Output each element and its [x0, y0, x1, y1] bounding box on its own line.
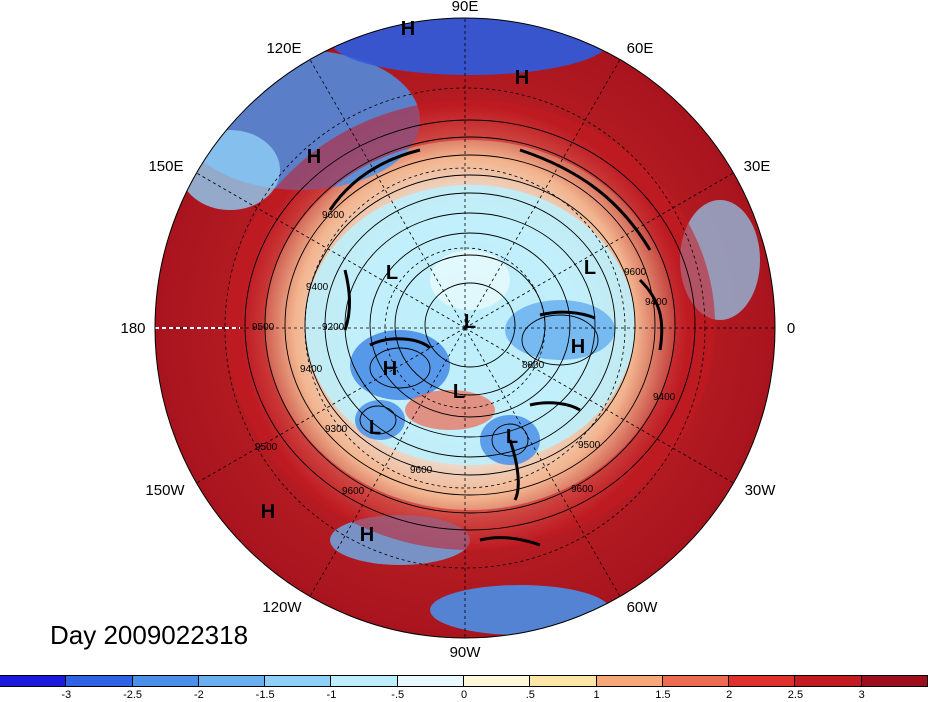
longitude-label: 60W: [627, 599, 659, 616]
colorbar-tick-label: 2.5: [787, 689, 804, 701]
colorbar-box: [729, 676, 796, 686]
colorbar-boxes: [0, 675, 928, 687]
colorbar-tick-label: -2.5: [123, 689, 143, 701]
meridian-line: [309, 59, 466, 329]
colorbar-box: [132, 676, 199, 686]
high-pressure-marker: H: [261, 501, 275, 523]
colorbar-tick-label: -1.5: [255, 689, 275, 701]
map-boundary: [154, 17, 776, 639]
high-pressure-marker: H: [360, 524, 374, 546]
graticule: [155, 18, 775, 638]
contour-label: 9400: [645, 297, 668, 308]
colorbar-box: [795, 676, 862, 686]
low-pressure-marker: L: [453, 381, 465, 403]
colorbar-box: [662, 676, 730, 686]
contour-label: 9600: [624, 267, 647, 278]
low-pressure-marker: L: [584, 257, 596, 279]
colorbar-tick-label: -.5: [391, 689, 405, 701]
longitude-label: 0: [787, 320, 795, 337]
meridian-line: [464, 327, 734, 484]
longitude-label: 150W: [145, 482, 185, 499]
colorbar-tick-label: 0: [460, 689, 468, 701]
colorbar-box: [530, 676, 597, 686]
meridian-line: [464, 172, 734, 329]
colorbar-tick-label: -1: [326, 689, 337, 701]
contour-label: 9400: [300, 364, 323, 375]
longitude-label: 90W: [450, 644, 482, 661]
contour-label: 9600: [342, 486, 365, 497]
contour-label: 9500: [252, 322, 275, 333]
meridian-line: [309, 327, 466, 597]
colorbar-tick-label: -2: [193, 689, 204, 701]
colorbar-box: [198, 676, 266, 686]
polar-stereographic-map: 9600 9400 9500 9200 9400 9300 9600 9500 9600 9400…: [120, 0, 795, 661]
colorbar-box: [397, 676, 464, 686]
colorbar-tick-label: 1.5: [655, 689, 671, 701]
contour-label: 9400: [653, 392, 676, 403]
high-pressure-marker: H: [571, 336, 585, 358]
meridian-line: [464, 59, 621, 329]
contour-label: 9500: [255, 442, 278, 453]
longitude-label: 30W: [745, 482, 777, 499]
longitude-label: 30E: [744, 158, 771, 175]
meridian-line: [464, 327, 621, 597]
colorbar-box: [66, 676, 133, 686]
colorbar-box: [331, 676, 398, 686]
meridian-line: [196, 172, 466, 329]
low-pressure-marker: L: [464, 311, 476, 333]
colorbar-box: [0, 676, 67, 686]
contour-label: 9600: [322, 210, 345, 221]
colorbar-tick-label: .5: [525, 689, 535, 701]
colorbar-tick-label: -3: [61, 689, 72, 701]
colorbar-box: [596, 676, 663, 686]
low-pressure-marker: L: [386, 262, 398, 284]
latitude-circle: [384, 247, 546, 409]
date-title: Day 2009022318: [50, 620, 249, 650]
longitude-label: 90E: [452, 0, 479, 15]
high-pressure-marker: H: [401, 18, 415, 40]
jet-streaks: [328, 148, 664, 547]
latitude-circle: [304, 167, 626, 489]
contour-label: 9600: [571, 484, 594, 495]
high-pressure-marker: H: [515, 67, 529, 89]
colorbar-tick-label: 2: [726, 689, 733, 701]
high-pressure-marker: H: [307, 146, 321, 168]
contour-label: 9600: [410, 465, 433, 476]
colorbar: -3 -2.5 -2 -1.5 -1 -.5 0 .5 1 1.5 2 2.5 3: [0, 675, 928, 702]
longitude-label: 180: [120, 320, 145, 337]
contour-label: 9300: [325, 424, 348, 435]
low-pressure-marker: L: [369, 417, 381, 439]
colorbar-box: [463, 676, 531, 686]
high-pressure-marker: H: [383, 358, 397, 380]
pressure-centers: H H H L L L H H L L L H H: [261, 18, 596, 546]
longitude-label: 150E: [148, 158, 183, 175]
colorbar-box: [861, 676, 928, 686]
meridian-line: [196, 327, 466, 484]
contour-label: 9200: [322, 322, 345, 333]
contour-labels: 9600 9400 9500 9200 9400 9300 9600 9500 9600 9400…: [252, 210, 676, 497]
low-pressure-marker: L: [506, 426, 518, 448]
longitude-labels: 90E 60E 30E 0 30W 60W 90W 120W 150W 180 150E 120E: [120, 0, 795, 661]
longitude-label: 60E: [627, 40, 654, 57]
longitude-label: 120E: [266, 40, 301, 57]
contour-label: 9500: [578, 440, 601, 451]
colorbar-tick-label: 3: [858, 689, 865, 701]
contour-label: 9400: [306, 282, 329, 293]
contour-label: 8800: [522, 360, 545, 371]
colorbar-box: [265, 676, 332, 686]
latitude-circle: [224, 87, 706, 569]
longitude-label: 120W: [262, 599, 302, 616]
colorbar-tick-label: 1: [593, 689, 600, 701]
